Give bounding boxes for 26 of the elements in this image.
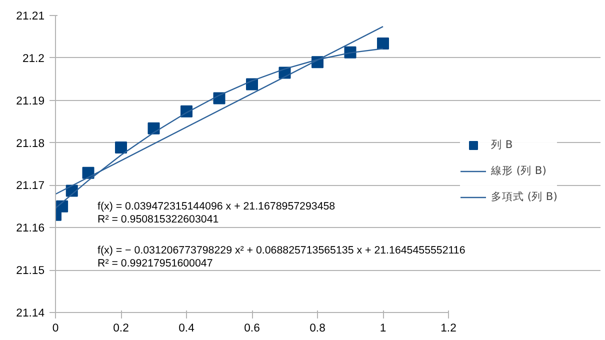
x-tick-label: 0 <box>52 322 59 334</box>
point <box>377 38 389 50</box>
y-tick-label: 21.14 <box>16 308 45 320</box>
y-tick-label: 21.21 <box>16 10 45 22</box>
legend-label: 列 B <box>491 138 513 152</box>
x-tick-label: 0.2 <box>113 322 129 334</box>
annotation: f(x) = 0.039472315144096 x + 21.1678957293458 <box>98 200 336 212</box>
x-tick-label: 1.2 <box>440 322 456 334</box>
x-tick-label: 0.4 <box>178 322 194 334</box>
y-tick-label: 21.2 <box>22 52 45 65</box>
y-tick-label: 21.16 <box>16 222 45 235</box>
y-tick-label: 21.15 <box>16 265 45 278</box>
y-tick-label: 21.17 <box>16 180 45 192</box>
point <box>115 141 127 154</box>
y-tick-label: 21.18 <box>16 138 45 150</box>
annotation: R² = 0.950815322603041 <box>98 214 219 226</box>
legend-label: 線形 (列 B) <box>491 164 546 178</box>
point <box>148 122 160 134</box>
x-tick-label: 0.8 <box>310 322 326 334</box>
x-tick-label: 0.6 <box>244 322 260 334</box>
point <box>56 200 68 212</box>
y-tick-label: 21.19 <box>16 95 45 108</box>
x-tick-label: 1 <box>380 322 386 334</box>
annotation: f(x) = − 0.031206773798229 x² + 0.068825713565135 x + 21.1645455552116 <box>98 244 466 256</box>
legend-label: 多項式 (列 B) <box>491 190 558 204</box>
annotation: R² = 0.99217951600047 <box>98 258 213 270</box>
